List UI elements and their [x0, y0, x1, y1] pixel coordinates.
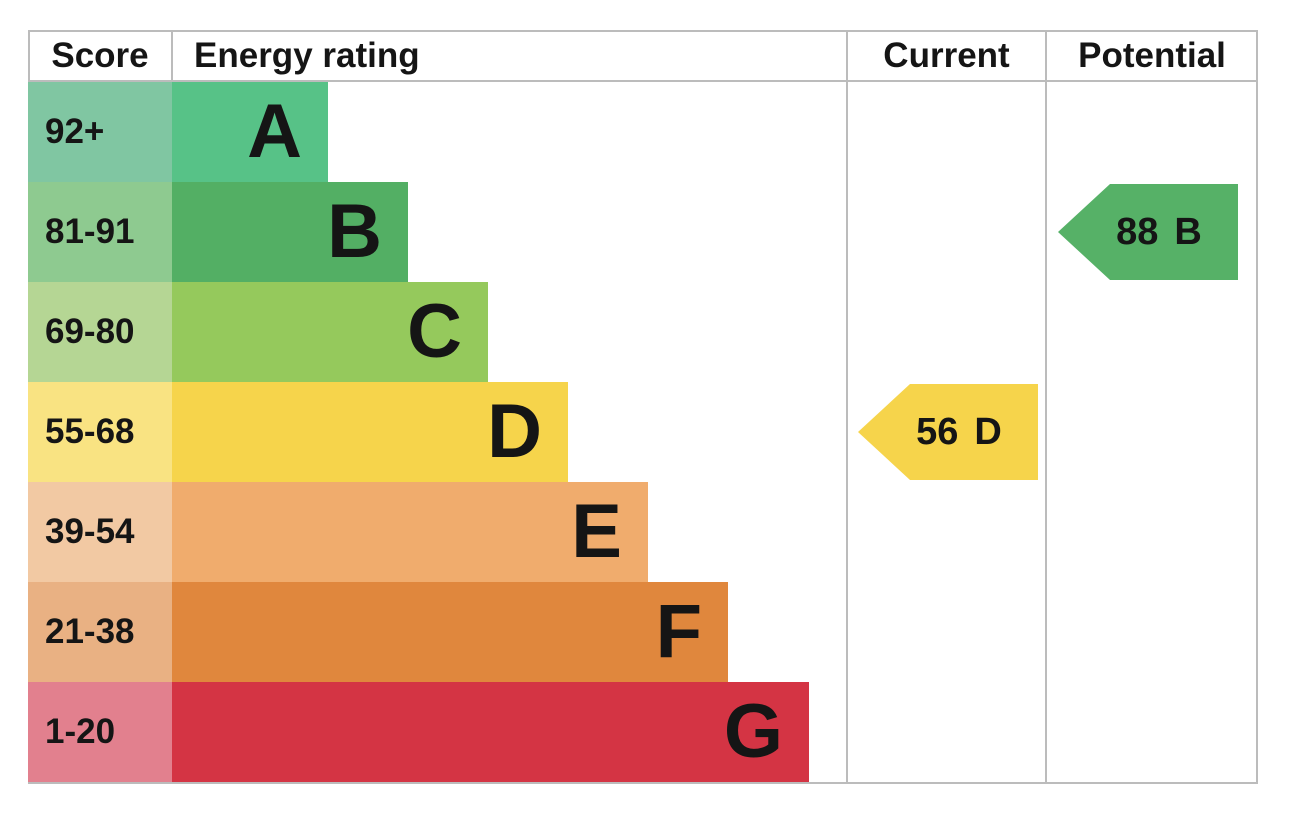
energy-rating-header: Energy rating	[194, 36, 420, 75]
divider-score-rating	[171, 30, 173, 82]
band-row-e: 39-54 E	[28, 482, 846, 582]
current-header: Current	[883, 36, 1010, 75]
current-score-value: 56	[916, 411, 959, 453]
band-letter-f: F	[655, 589, 702, 674]
current-rating-arrow: 56 D	[858, 384, 1038, 480]
table-border-top	[28, 30, 1258, 32]
band-letter-c: C	[407, 289, 462, 374]
rating-bar-e: E	[172, 482, 648, 582]
score-range-b: 81-91	[28, 182, 172, 282]
table-border-right	[1256, 30, 1258, 784]
header-border-left	[28, 30, 30, 82]
rating-bar-a: A	[172, 82, 328, 182]
band-row-d: 55-68 D	[28, 382, 846, 482]
score-range-d: 55-68	[28, 382, 172, 482]
band-row-b: 81-91 B	[28, 182, 846, 282]
band-row-a: 92+ A	[28, 82, 846, 182]
rating-bar-c: C	[172, 282, 488, 382]
left-arrow-icon	[858, 384, 1038, 480]
divider-current-column	[846, 30, 848, 784]
score-range-f: 21-38	[28, 582, 172, 682]
score-range-g: 1-20	[28, 682, 172, 782]
band-letter-g: G	[723, 689, 783, 774]
rating-bar-f: F	[172, 582, 728, 682]
score-header: Score	[51, 36, 149, 75]
score-range-e: 39-54	[28, 482, 172, 582]
potential-header: Potential	[1078, 36, 1226, 75]
potential-rating-letter: B	[1174, 211, 1202, 253]
table-border-bottom	[28, 782, 1258, 784]
divider-potential-column	[1045, 30, 1047, 784]
current-rating-letter: D	[974, 411, 1002, 453]
header-border-bottom	[28, 80, 1258, 82]
band-row-c: 69-80 C	[28, 282, 846, 382]
band-letter-d: D	[487, 389, 542, 474]
band-letter-a: A	[247, 89, 302, 174]
score-range-c: 69-80	[28, 282, 172, 382]
rating-bar-d: D	[172, 382, 568, 482]
current-rating-label: 56 D	[858, 384, 1038, 480]
potential-rating-label: 88 B	[1058, 184, 1238, 280]
band-letter-e: E	[571, 489, 622, 574]
potential-rating-arrow: 88 B	[1058, 184, 1238, 280]
left-arrow-icon	[1058, 184, 1238, 280]
potential-score-value: 88	[1116, 211, 1159, 253]
band-letter-b: B	[327, 189, 382, 274]
rating-bar-g: G	[172, 682, 809, 782]
band-row-g: 1-20 G	[28, 682, 846, 782]
score-range-a: 92+	[28, 82, 172, 182]
band-row-f: 21-38 F	[28, 582, 846, 682]
rating-bar-b: B	[172, 182, 408, 282]
